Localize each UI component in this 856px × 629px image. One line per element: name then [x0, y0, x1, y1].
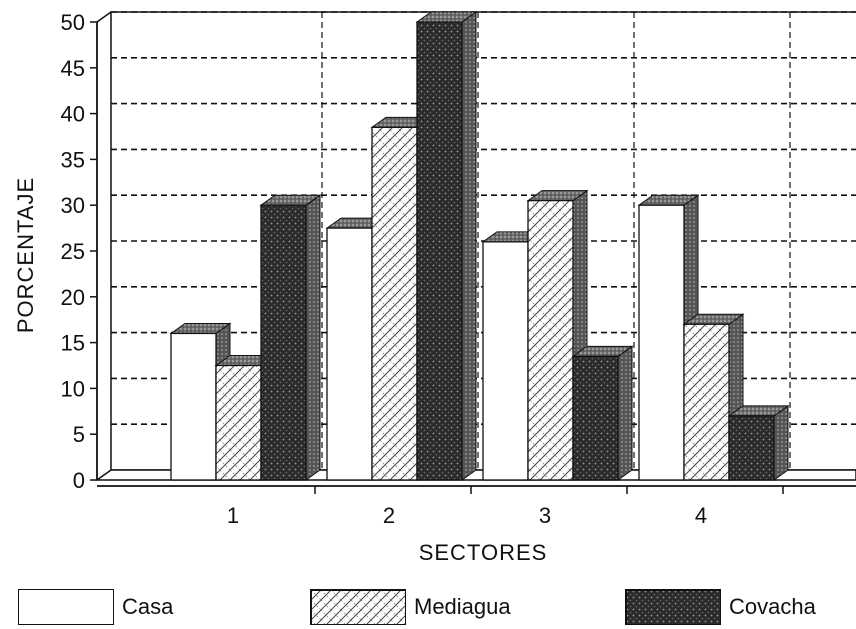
x-tick-label: 3 — [539, 503, 551, 528]
y-tick-label: 0 — [73, 468, 85, 493]
bar-casa-sector-3 — [482, 241, 529, 481]
y-tick-label: 25 — [61, 239, 85, 264]
y-axis-depth — [96, 11, 112, 23]
bar-side-covacha — [617, 345, 633, 481]
y-tick-label: 30 — [61, 193, 85, 218]
bar-mediagua-sector-4 — [683, 323, 730, 481]
y-tick-label: 15 — [61, 331, 85, 356]
y-axis-label: PORCENTAJE — [13, 176, 38, 334]
bar-covacha-sector-4 — [728, 415, 775, 481]
bar-mediagua-sector-3 — [527, 199, 574, 481]
legend: Casa Mediagua Covacha — [0, 588, 856, 626]
bar-casa-sector-1 — [170, 332, 217, 481]
bar-mediagua-sector-1 — [215, 364, 262, 481]
bar-side-covacha — [461, 11, 477, 481]
bar-casa-sector-2 — [326, 227, 373, 481]
legend-label-covacha: Covacha — [729, 594, 816, 619]
x-axis-label: SECTORES — [418, 540, 548, 565]
y-tick-label: 5 — [73, 422, 85, 447]
legend-swatch-covacha — [625, 589, 721, 625]
legend-item-covacha: Covacha — [625, 588, 816, 626]
y-tick-label: 20 — [61, 285, 85, 310]
bar-casa-sector-4 — [638, 204, 685, 481]
y-tick-label: 10 — [61, 376, 85, 401]
y-tick-label: 40 — [61, 102, 85, 127]
bar-side-covacha — [773, 404, 789, 481]
legend-swatch-mediagua — [310, 589, 406, 625]
x-tick-label: 2 — [383, 503, 395, 528]
bar-mediagua-sector-2 — [371, 126, 418, 481]
bar-side-covacha — [305, 194, 321, 481]
x-tick-label: 4 — [695, 503, 707, 528]
bar-covacha-sector-2 — [416, 21, 463, 481]
legend-swatch-casa — [18, 589, 114, 625]
bar-covacha-sector-3 — [572, 355, 619, 481]
y-tick-label: 45 — [61, 56, 85, 81]
bar-covacha-sector-1 — [260, 204, 307, 481]
y-tick-label: 50 — [61, 10, 85, 35]
y-axis-label-wrap: PORCENTAJE — [6, 0, 46, 629]
legend-item-casa: Casa — [18, 588, 173, 626]
legend-item-mediagua: Mediagua — [310, 588, 511, 626]
legend-label-casa: Casa — [122, 594, 174, 619]
y-tick-label: 35 — [61, 147, 85, 172]
x-tick-label: 1 — [227, 503, 239, 528]
legend-label-mediagua: Mediagua — [414, 594, 511, 619]
